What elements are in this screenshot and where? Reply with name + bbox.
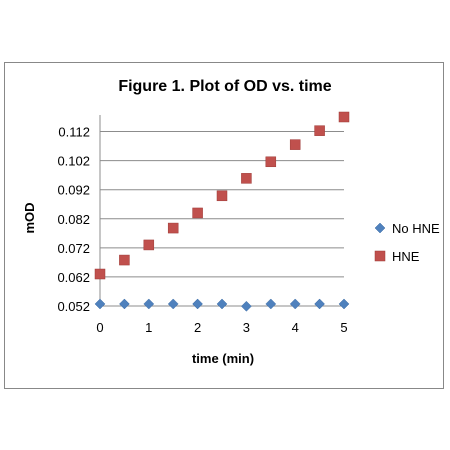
y-tick-label: 0.082 [57,212,90,227]
hne-point [216,190,228,202]
hne-point [167,222,179,234]
no-hne-point [314,298,325,310]
chart-title: Figure 1. Plot of OD vs. time [118,78,331,95]
hne-point [265,156,277,168]
hne-point [314,125,325,136]
hne-point [192,207,203,219]
no-hne-point [265,298,277,310]
x-tick-label: 4 [292,320,299,335]
hne-point [119,254,130,266]
hne-point [241,173,252,184]
no-hne-point [338,298,350,310]
y-tick-label: 0.062 [57,270,90,285]
no-hne-point [289,298,301,310]
y-tick-label: 0.112 [58,125,90,140]
legend-label: No HNE [392,221,440,236]
y-tick-label: 0.102 [57,154,90,169]
x-axis-title: time (min) [192,351,254,366]
hne-point [289,139,301,150]
hne-point [143,239,155,251]
gridlines [100,131,344,278]
no-hne-point [241,300,252,312]
x-tick-label: 2 [194,320,201,335]
hne-point [94,268,106,280]
x-tick-label: 0 [96,320,103,335]
legend-marker-1 [374,250,386,262]
no-hne-point [143,298,155,310]
legend-label: HNE [392,249,420,264]
x-tick-label: 3 [243,320,250,335]
hne-point [338,111,350,123]
x-tick-label: 1 [145,320,152,335]
no-hne-point [167,298,179,310]
no-hne-point [94,298,106,310]
y-tick-label: 0.072 [57,241,90,256]
y-axis-title: mOD [22,202,37,233]
chart-frame [4,62,444,389]
tick-labels: 0.052 0.062 0.072 0.082 0.092 0.102 0.112 0 1 2 3 4… [57,125,347,335]
legend-marker-0 [374,222,386,234]
x-tick-label: 5 [340,320,347,335]
no-hne-point [192,298,203,310]
data-markers [94,111,350,312]
no-hne-point [216,298,228,310]
no-hne-point [119,298,130,310]
y-tick-label: 0.052 [57,299,90,314]
legend: No HNE HNE [374,221,440,264]
y-tick-label: 0.092 [57,183,90,198]
